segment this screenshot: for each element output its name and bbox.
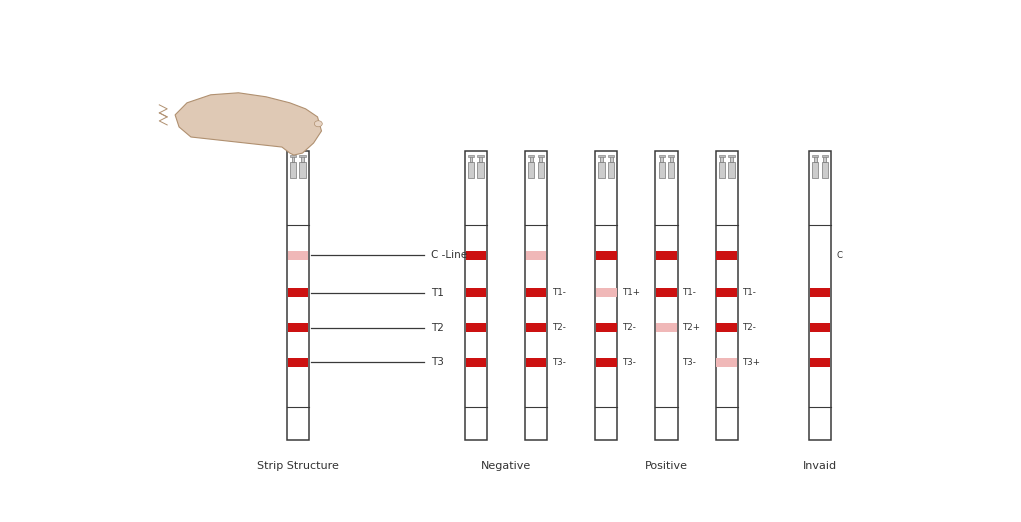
Bar [526, 289, 546, 298]
Bar [812, 162, 819, 177]
Bar [596, 358, 617, 367]
Bar [719, 156, 725, 157]
Bar [466, 323, 486, 332]
Bar [728, 162, 734, 177]
Bar [716, 151, 738, 441]
Bar [810, 289, 830, 298]
Bar [717, 323, 737, 332]
Bar [466, 358, 486, 367]
Bar [525, 151, 547, 441]
Text: T3: T3 [431, 358, 443, 367]
Text: T2-: T2- [743, 323, 758, 332]
Ellipse shape [314, 121, 323, 127]
Bar [810, 358, 830, 367]
Bar [301, 156, 304, 162]
Bar [478, 162, 484, 177]
Bar [466, 251, 486, 259]
Bar [809, 151, 831, 441]
Bar [607, 156, 615, 157]
Text: T2-: T2- [623, 323, 637, 332]
Bar [537, 156, 544, 157]
Bar [526, 251, 546, 259]
Bar [810, 323, 830, 332]
Bar [526, 358, 546, 367]
Bar [288, 289, 308, 298]
Bar [822, 156, 828, 157]
Text: T1-: T1- [743, 288, 758, 298]
Bar [470, 156, 473, 162]
Bar [596, 323, 617, 332]
Bar [292, 156, 294, 162]
Text: T3-: T3- [683, 358, 697, 367]
Text: T2+: T2+ [683, 323, 701, 332]
Text: Positive: Positive [645, 460, 688, 470]
Bar [528, 156, 534, 157]
Text: T1-: T1- [552, 288, 567, 298]
Bar [288, 358, 308, 367]
Bar [610, 156, 613, 162]
Bar [657, 323, 677, 332]
Bar [290, 162, 296, 177]
Text: T2: T2 [431, 323, 443, 333]
Bar [526, 323, 546, 332]
Bar [596, 289, 617, 298]
Bar [287, 151, 308, 441]
Text: C: C [836, 251, 842, 260]
Text: T2-: T2- [552, 323, 567, 332]
Bar [539, 156, 542, 162]
Bar [288, 323, 308, 332]
Bar [299, 156, 305, 157]
Bar [596, 251, 617, 259]
Text: T1: T1 [431, 288, 443, 298]
Bar [661, 156, 664, 162]
Bar [466, 289, 486, 298]
Text: T1+: T1+ [623, 288, 641, 298]
Bar [668, 162, 675, 177]
Text: Invaid: Invaid [803, 460, 837, 470]
Text: T3+: T3+ [743, 358, 762, 367]
Text: T3-: T3- [552, 358, 567, 367]
Bar [659, 162, 665, 177]
Bar [721, 156, 723, 162]
Text: T3-: T3- [623, 358, 637, 367]
Text: C -Line: C -Line [431, 250, 467, 260]
Bar [607, 162, 615, 177]
Text: Strip Structure: Strip Structure [257, 460, 339, 470]
Bar [290, 156, 296, 157]
Bar [598, 162, 604, 177]
Polygon shape [176, 93, 322, 155]
Bar [670, 156, 673, 162]
Bar [595, 151, 618, 441]
Bar [728, 156, 734, 157]
Bar [812, 156, 819, 157]
Bar [528, 162, 534, 177]
Bar [823, 156, 826, 162]
Bar [717, 251, 737, 259]
Bar [719, 162, 725, 177]
Text: T1-: T1- [683, 288, 697, 298]
Bar [717, 358, 737, 367]
Bar [530, 156, 533, 162]
Bar [465, 151, 487, 441]
Bar [814, 156, 817, 162]
Bar [657, 289, 677, 298]
Bar [668, 156, 675, 157]
Text: Negative: Negative [481, 460, 531, 470]
Bar [730, 156, 733, 162]
Bar [468, 156, 474, 157]
Bar [299, 162, 305, 177]
Bar [655, 151, 678, 441]
Bar [288, 251, 308, 259]
Bar [478, 156, 484, 157]
Bar [659, 156, 665, 157]
Bar [479, 156, 482, 162]
Bar [537, 162, 544, 177]
Bar [600, 156, 603, 162]
Bar [657, 251, 677, 259]
Bar [598, 156, 604, 157]
Bar [717, 289, 737, 298]
Bar [822, 162, 828, 177]
Bar [468, 162, 474, 177]
